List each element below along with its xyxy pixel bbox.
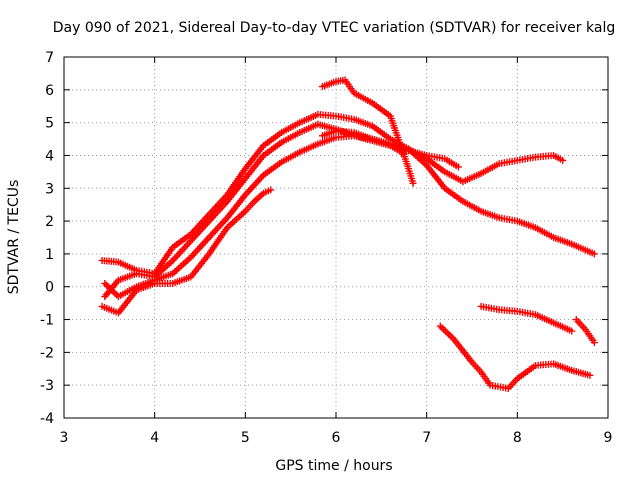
- data-point: [267, 186, 275, 194]
- x-tick-label: 4: [150, 430, 159, 446]
- y-tick-label: -1: [40, 313, 54, 329]
- x-tick-label: 9: [604, 430, 613, 446]
- x-tick-label: 3: [60, 430, 69, 446]
- series-track-g: [436, 322, 594, 392]
- series-track-f: [318, 127, 408, 158]
- data-point: [101, 279, 109, 287]
- grid: [64, 57, 608, 418]
- x-tick-label: 8: [513, 430, 522, 446]
- data-point: [441, 327, 449, 335]
- y-tick-label: 0: [45, 280, 54, 296]
- data-point: [454, 163, 462, 171]
- series-track-d: [98, 186, 275, 317]
- x-axis-label: GPS time / hours: [275, 458, 392, 474]
- data-point: [409, 179, 417, 187]
- data-point: [436, 322, 444, 330]
- data-point: [568, 327, 576, 335]
- data-point: [446, 332, 454, 340]
- y-tick-label: 6: [45, 83, 54, 99]
- data-point: [586, 371, 594, 379]
- series-track-i: [572, 316, 598, 347]
- data-point: [445, 330, 453, 338]
- y-tick-label: 5: [45, 116, 54, 132]
- y-axis: -4 -3 -2 -1 0 1 2 3 4 5 6 7: [40, 50, 608, 427]
- data-point: [443, 329, 451, 337]
- y-axis-label: SDTVAR / TECUs: [6, 180, 22, 295]
- y-tick-label: 1: [45, 247, 54, 263]
- data-point: [590, 250, 598, 258]
- y-tick-label: 3: [45, 181, 54, 197]
- data-point: [590, 339, 598, 347]
- x-axis: 3 4 5 6 7 8 9: [60, 57, 613, 446]
- data-point: [438, 324, 446, 332]
- y-tick-label: 2: [45, 214, 54, 230]
- y-tick-label: -4: [40, 411, 54, 427]
- data-point: [440, 325, 448, 333]
- x-tick-label: 6: [332, 430, 341, 446]
- y-tick-label: -2: [40, 345, 54, 361]
- data-point: [448, 334, 456, 342]
- x-tick-label: 5: [241, 430, 250, 446]
- chart-title: Day 090 of 2021, Sidereal Day-to-day VTE…: [53, 20, 615, 36]
- y-tick-label: 7: [45, 50, 54, 66]
- series-track-h: [477, 302, 576, 335]
- data-point: [400, 150, 408, 158]
- y-tick-label: -3: [40, 378, 54, 394]
- x-tick-label: 7: [422, 430, 431, 446]
- y-tick-label: 4: [45, 148, 54, 164]
- data-point: [559, 156, 567, 164]
- data-series: [98, 76, 598, 392]
